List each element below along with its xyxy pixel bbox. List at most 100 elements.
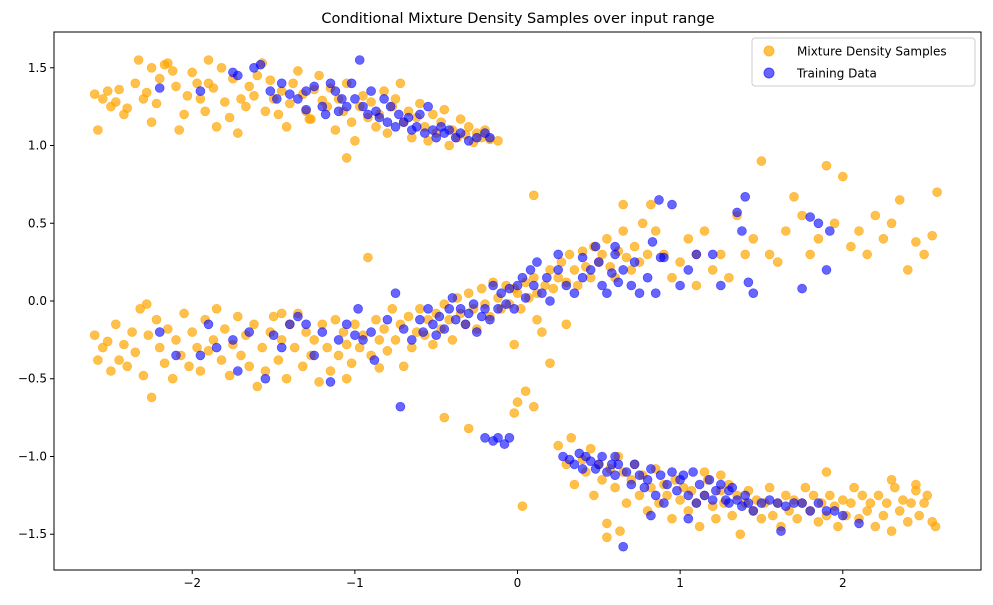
data-point-mixture-density-samples [428, 109, 438, 120]
data-point-mixture-density-samples [813, 516, 824, 527]
data-point-mixture-density-samples [220, 324, 230, 334]
data-point-training-data [431, 330, 442, 341]
data-point-training-data [455, 128, 466, 138]
legend-box [751, 37, 976, 87]
data-point-mixture-density-samples [898, 495, 908, 505]
data-point-mixture-density-samples [138, 370, 149, 381]
data-point-mixture-density-samples [163, 58, 173, 68]
data-point-training-data [255, 59, 266, 70]
data-point-training-data [528, 280, 539, 291]
data-point-training-data [797, 283, 807, 294]
data-point-training-data [423, 303, 433, 314]
y-tick-label: 1.5 [28, 61, 47, 75]
data-point-training-data [776, 526, 786, 536]
data-point-mixture-density-samples [122, 361, 132, 372]
data-point-mixture-density-samples [621, 498, 632, 508]
data-point-training-data [737, 226, 747, 236]
data-point-training-data [346, 78, 357, 89]
data-point-mixture-density-samples [415, 303, 425, 314]
data-point-mixture-density-samples [111, 97, 121, 107]
data-point-training-data [350, 94, 360, 104]
data-point-training-data [501, 299, 511, 309]
data-point-mixture-density-samples [195, 366, 206, 376]
data-point-training-data [724, 485, 734, 496]
data-point-training-data [532, 257, 542, 267]
data-point-mixture-density-samples [602, 518, 612, 529]
data-point-mixture-density-samples [789, 192, 799, 202]
data-point-mixture-density-samples [241, 101, 251, 112]
data-point-mixture-density-samples [154, 73, 165, 84]
data-point-training-data [309, 350, 320, 361]
data-point-training-data [707, 495, 718, 505]
data-point-training-data [813, 498, 824, 508]
data-point-training-data [553, 249, 564, 260]
data-point-training-data [821, 265, 832, 275]
data-point-training-data [463, 136, 474, 146]
data-point-mixture-density-samples [650, 226, 661, 236]
data-point-mixture-density-samples [932, 187, 942, 197]
data-point-training-data [610, 451, 620, 462]
data-point-training-data [602, 288, 612, 299]
data-point-training-data [724, 498, 734, 508]
legend: Mixture Density Samples Training Data [751, 37, 976, 87]
data-point-mixture-density-samples [545, 358, 555, 369]
data-point-mixture-density-samples [135, 303, 145, 314]
data-point-mixture-density-samples [564, 249, 575, 260]
data-point-training-data [284, 89, 295, 99]
data-point-training-data [398, 324, 409, 334]
data-point-mixture-density-samples [102, 86, 113, 96]
data-point-mixture-density-samples [154, 342, 165, 353]
data-point-mixture-density-samples [260, 106, 271, 117]
data-point-mixture-density-samples [371, 122, 381, 132]
data-point-mixture-density-samples [455, 114, 466, 124]
data-point-mixture-density-samples [821, 467, 832, 477]
data-point-mixture-density-samples [463, 423, 474, 434]
data-point-training-data [444, 125, 455, 135]
data-point-mixture-density-samples [902, 516, 913, 527]
data-point-training-data [704, 474, 715, 485]
data-point-training-data [276, 342, 287, 353]
data-point-training-data [577, 464, 588, 474]
data-point-mixture-density-samples [167, 373, 178, 384]
data-point-mixture-density-samples [403, 311, 414, 322]
data-point-training-data [642, 474, 653, 485]
data-point-training-data [694, 479, 705, 490]
data-point-mixture-density-samples [444, 140, 455, 151]
data-point-training-data [382, 314, 393, 325]
data-point-training-data [699, 490, 710, 501]
x-tick-label: 2 [839, 576, 847, 590]
data-point-mixture-density-samples [878, 510, 889, 521]
data-point-training-data [233, 70, 243, 81]
data-point-mixture-density-samples [387, 303, 398, 314]
data-point-mixture-density-samples [151, 98, 162, 109]
legend-label-mixture-density-samples: Mixture Density Samples [797, 45, 947, 59]
data-point-training-data [403, 112, 414, 123]
data-point-training-data [707, 249, 718, 260]
data-point-training-data [585, 456, 596, 467]
data-point-training-data [293, 311, 303, 322]
data-point-mixture-density-samples [886, 474, 897, 485]
data-point-mixture-density-samples [146, 117, 157, 127]
data-point-training-data [406, 335, 417, 345]
legend-label-training-data: Training Data [796, 67, 877, 81]
data-point-training-data [646, 510, 656, 521]
data-point-mixture-density-samples [756, 156, 767, 166]
data-point-mixture-density-samples [805, 249, 816, 260]
data-point-training-data [471, 327, 482, 337]
data-point-mixture-density-samples [171, 81, 181, 92]
data-point-training-data [363, 109, 373, 120]
data-point-training-data [553, 265, 564, 275]
data-point-training-data [569, 288, 580, 299]
data-point-training-data [659, 252, 669, 263]
data-point-mixture-density-samples [268, 311, 279, 322]
data-point-training-data [667, 199, 677, 210]
data-point-training-data [715, 280, 726, 291]
data-point-mixture-density-samples [610, 482, 620, 493]
chart-title: Conditional Mixture Density Samples over… [321, 11, 714, 27]
data-point-training-data [662, 479, 672, 490]
data-point-mixture-density-samples [98, 94, 108, 104]
data-point-mixture-density-samples [167, 66, 178, 76]
data-point-training-data [333, 106, 344, 117]
data-point-training-data [732, 207, 742, 218]
